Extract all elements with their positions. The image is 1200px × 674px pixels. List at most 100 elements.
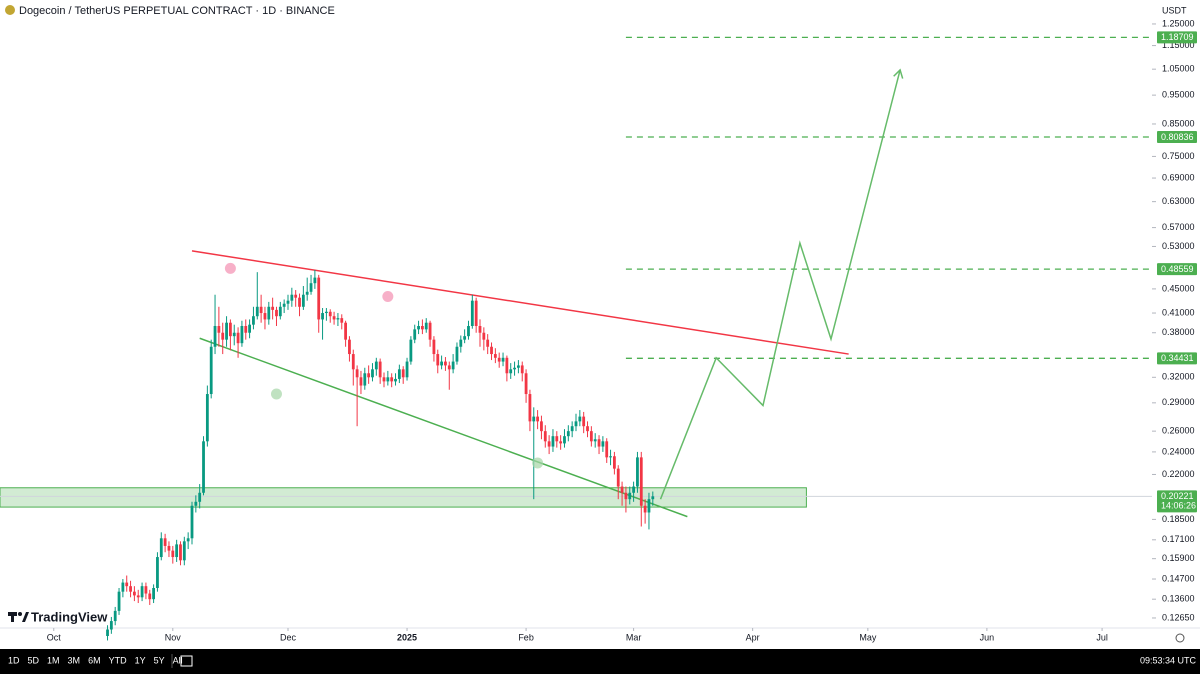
candle-body — [194, 501, 198, 506]
candle-body — [374, 361, 378, 370]
y-tick-label: 0.18500 — [1162, 514, 1195, 524]
candle-body — [156, 557, 159, 588]
candle-body — [486, 339, 490, 347]
range-button[interactable]: 3M — [68, 655, 81, 665]
candle-body — [563, 436, 566, 444]
candle-body — [363, 373, 367, 386]
candle-body — [205, 394, 209, 442]
candle-body — [547, 441, 551, 447]
candle-body — [221, 332, 225, 340]
candle-body — [209, 346, 213, 395]
candle-body — [574, 421, 578, 427]
candle-body — [282, 303, 286, 307]
candle-body — [336, 318, 340, 320]
candle-body — [478, 326, 482, 333]
candle-body — [275, 309, 278, 317]
y-tick-label: 0.22000 — [1162, 469, 1195, 479]
candle-body — [536, 416, 539, 422]
candle-body — [497, 357, 501, 362]
settings-icon[interactable] — [1175, 633, 1185, 643]
candle-body — [244, 326, 248, 333]
x-tick-label: Nov — [165, 632, 182, 642]
date-range-icon[interactable] — [180, 655, 193, 667]
candle-body — [559, 441, 563, 444]
range-button[interactable]: 1D — [8, 655, 20, 665]
candle-body — [140, 586, 144, 598]
candle-body — [513, 367, 516, 370]
touch-point — [270, 388, 282, 400]
candle-body — [175, 544, 179, 558]
candle-body — [586, 426, 589, 432]
candle-body — [482, 332, 486, 340]
candle-body — [582, 416, 586, 427]
touch-point — [224, 262, 236, 274]
toolbar — [0, 649, 1200, 674]
candle-body — [301, 294, 305, 307]
candle-body — [467, 326, 470, 337]
candle-body — [236, 332, 240, 344]
support-zone — [0, 487, 807, 508]
y-tick-label: 0.95000 — [1162, 90, 1195, 100]
candle-body — [540, 421, 543, 432]
level-label: 0.80836 — [1161, 132, 1194, 142]
candle-body — [190, 505, 194, 539]
candle-body — [501, 357, 505, 362]
range-button[interactable]: All — [173, 655, 183, 665]
y-tick-label: 0.38000 — [1162, 327, 1195, 337]
candle-body — [444, 361, 447, 366]
y-tick-label: 0.57000 — [1162, 222, 1195, 232]
candle-body — [632, 486, 635, 493]
level-label: 0.48559 — [1161, 264, 1194, 274]
candle-body — [309, 283, 313, 292]
candle-body — [597, 439, 601, 447]
range-button[interactable]: 5Y — [154, 655, 165, 665]
range-button[interactable]: 1M — [47, 655, 60, 665]
candle-body — [401, 369, 405, 378]
candle-body — [294, 294, 298, 298]
candle-body — [578, 416, 582, 422]
x-tick-label: 2025 — [397, 632, 417, 642]
brand: TradingView — [31, 609, 108, 624]
y-tick-label: 0.45000 — [1162, 283, 1195, 293]
candle-body — [298, 297, 301, 307]
candle-body — [267, 306, 271, 320]
candle-body — [432, 339, 436, 355]
level-label: 1.18709 — [1161, 32, 1194, 42]
candle-body — [371, 369, 374, 378]
candle-body — [639, 457, 643, 506]
x-tick-label: Oct — [47, 632, 62, 642]
candle-body — [179, 544, 182, 561]
candle-body — [117, 591, 121, 611]
candle-body — [321, 313, 324, 320]
candle-body — [106, 629, 109, 637]
range-button[interactable]: 1Y — [135, 655, 146, 665]
y-tick-label: 0.15900 — [1162, 553, 1195, 563]
candle-body — [125, 582, 129, 587]
candle-body — [447, 365, 451, 370]
candle-body — [355, 369, 359, 378]
range-button[interactable]: YTD — [109, 655, 128, 665]
candle-body — [528, 394, 532, 422]
candle-body — [451, 361, 455, 370]
coin-icon — [5, 5, 15, 15]
touch-point — [532, 457, 544, 469]
candle-body — [351, 354, 355, 370]
current-price-label: 0.20221 — [1161, 491, 1194, 501]
range-button[interactable]: 6M — [88, 655, 101, 665]
logo-glyph — [18, 612, 22, 616]
candle-body — [505, 357, 509, 374]
candle-body — [390, 377, 394, 382]
candle-body — [647, 499, 651, 513]
projection-arrowhead — [893, 68, 904, 79]
level-label: 0.34431 — [1161, 353, 1194, 363]
range-button[interactable]: 5D — [28, 655, 40, 665]
candle-body — [152, 587, 155, 600]
candle-body — [532, 416, 536, 422]
candle-body — [109, 621, 113, 630]
candle-body — [198, 492, 202, 502]
candle-body — [409, 339, 413, 362]
candle-body — [255, 306, 259, 317]
candle-body — [605, 441, 609, 458]
